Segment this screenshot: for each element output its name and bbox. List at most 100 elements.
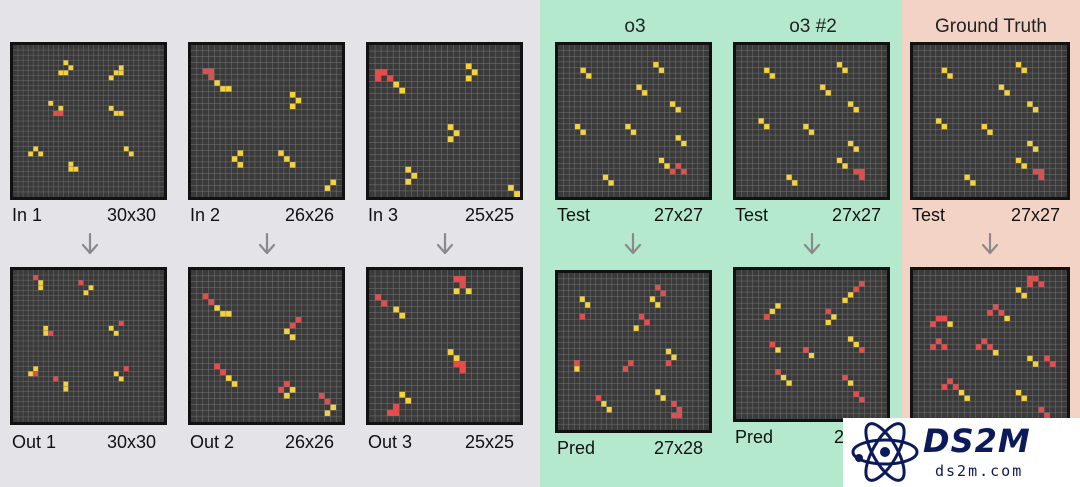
red-cell <box>381 300 388 307</box>
yellow-cell <box>579 296 585 303</box>
yellow-cell <box>43 325 49 331</box>
yellow-cell <box>507 184 514 191</box>
red-cell <box>283 381 290 387</box>
yellow-cell <box>780 374 787 381</box>
yellow-cell <box>73 166 79 172</box>
red-cell <box>655 284 661 291</box>
output-label: Out 1 <box>12 432 57 452</box>
yellow-cell <box>847 336 854 342</box>
yellow-cell <box>585 73 592 79</box>
yellow-cell <box>825 319 832 326</box>
yellow-cell <box>964 395 971 402</box>
yellow-cell <box>947 73 953 79</box>
red-cell <box>859 347 865 353</box>
yellow-cell <box>1004 315 1010 322</box>
yellow-cell <box>324 185 331 192</box>
yellow-cell <box>847 140 854 147</box>
yellow-cell <box>574 123 581 130</box>
red-cell <box>393 403 400 410</box>
test-size-label: 27x27 <box>1011 205 1061 225</box>
red-cell <box>33 371 39 377</box>
yellow-cell <box>584 302 591 308</box>
red-cell <box>853 391 860 397</box>
red-cell <box>48 330 54 336</box>
yellow-cell <box>48 100 54 106</box>
red-cell <box>676 406 683 413</box>
yellow-cell <box>842 297 848 304</box>
red-cell <box>278 386 284 393</box>
output-label: Out 2 <box>190 432 235 452</box>
yellow-cell <box>808 129 815 136</box>
red-cell <box>453 276 460 283</box>
yellow-cell <box>992 349 999 356</box>
yellow-cell <box>574 366 580 372</box>
red-cell <box>118 320 124 326</box>
down-arrow-icon <box>257 232 277 255</box>
red-cell <box>1032 275 1039 282</box>
yellow-cell <box>471 69 478 76</box>
yellow-cell <box>775 347 781 353</box>
test-size-label: 27x27 <box>654 205 704 225</box>
yellow-cell <box>68 65 74 71</box>
yellow-cell <box>214 305 221 311</box>
input-grid-1 <box>10 42 167 200</box>
red-cell <box>681 168 687 175</box>
yellow-cell <box>1027 101 1033 107</box>
yellow-cell <box>465 288 472 295</box>
yellow-cell <box>847 101 854 107</box>
yellow-cell <box>970 180 976 186</box>
yellow-cell <box>608 180 614 186</box>
yellow-cell <box>33 366 39 372</box>
yellow-cell <box>231 381 238 387</box>
red-cell <box>763 314 770 320</box>
grid-canvas <box>913 270 1067 424</box>
yellow-cell <box>664 163 670 169</box>
input-label: In 2 <box>190 205 221 225</box>
yellow-cell <box>630 129 637 136</box>
red-cell <box>992 304 999 310</box>
red-cell <box>214 363 221 370</box>
yellow-cell <box>1032 146 1039 152</box>
input-size-label: 25x25 <box>465 205 515 225</box>
yellow-cell <box>633 325 639 332</box>
yellow-cell <box>836 157 843 164</box>
yellow-cell <box>935 118 942 124</box>
output-size-label: 26x26 <box>285 432 335 452</box>
grid-canvas <box>191 270 342 422</box>
yellow-cell <box>220 85 226 92</box>
grid-canvas <box>913 45 1067 197</box>
grid-canvas <box>191 45 342 197</box>
yellow-cell <box>998 84 1005 91</box>
red-cell <box>769 341 776 348</box>
yellow-cell <box>447 136 454 143</box>
test-label: Test <box>735 205 769 225</box>
red-cell <box>1038 281 1045 288</box>
grid-canvas <box>369 270 520 422</box>
yellow-cell <box>220 310 226 317</box>
yellow-cell <box>405 166 412 173</box>
red-cell <box>595 395 602 401</box>
red-cell <box>825 308 832 315</box>
yellow-cell <box>825 90 832 96</box>
grid-canvas <box>736 45 887 197</box>
yellow-cell <box>658 157 665 164</box>
red-cell <box>981 338 988 345</box>
grid-canvas <box>13 270 164 422</box>
yellow-cell <box>803 123 809 130</box>
yellow-cell <box>660 395 666 401</box>
yellow-cell <box>58 70 64 76</box>
red-cell <box>393 409 400 416</box>
yellow-cell <box>453 355 460 362</box>
red-cell <box>859 396 865 403</box>
red-cell <box>387 75 394 82</box>
red-cell <box>675 163 682 169</box>
red-cell <box>671 400 677 407</box>
o3-column-title: o3 <box>624 16 646 37</box>
red-cell <box>998 309 1005 316</box>
red-cell <box>202 68 209 75</box>
red-cell <box>202 293 209 300</box>
yellow-cell <box>231 156 238 162</box>
yellow-cell <box>283 156 290 162</box>
yellow-cell <box>113 110 119 116</box>
prediction-label: Pred <box>735 427 774 447</box>
